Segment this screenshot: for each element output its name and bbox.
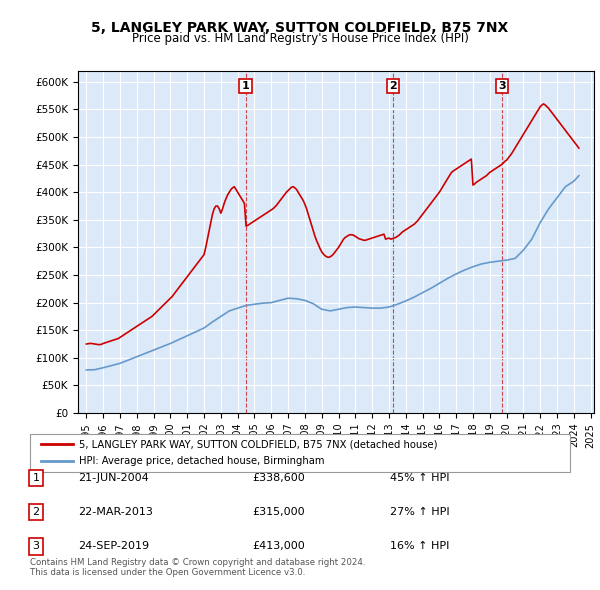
Text: 1: 1	[32, 473, 40, 483]
Text: 2: 2	[389, 81, 397, 91]
Text: 45% ↑ HPI: 45% ↑ HPI	[390, 473, 449, 483]
Text: £338,600: £338,600	[252, 473, 305, 483]
Text: HPI: Average price, detached house, Birmingham: HPI: Average price, detached house, Birm…	[79, 456, 324, 466]
Text: £315,000: £315,000	[252, 507, 305, 517]
Text: 5, LANGLEY PARK WAY, SUTTON COLDFIELD, B75 7NX: 5, LANGLEY PARK WAY, SUTTON COLDFIELD, B…	[91, 21, 509, 35]
Text: 5, LANGLEY PARK WAY, SUTTON COLDFIELD, B75 7NX (detached house): 5, LANGLEY PARK WAY, SUTTON COLDFIELD, B…	[79, 440, 437, 450]
Text: 22-MAR-2013: 22-MAR-2013	[78, 507, 153, 517]
Text: £413,000: £413,000	[252, 542, 305, 551]
Text: Contains HM Land Registry data © Crown copyright and database right 2024.
This d: Contains HM Land Registry data © Crown c…	[30, 558, 365, 577]
Text: 2: 2	[32, 507, 40, 517]
Text: 21-JUN-2004: 21-JUN-2004	[78, 473, 149, 483]
FancyBboxPatch shape	[30, 434, 570, 472]
Text: 27% ↑ HPI: 27% ↑ HPI	[390, 507, 449, 517]
Text: 16% ↑ HPI: 16% ↑ HPI	[390, 542, 449, 551]
Text: 24-SEP-2019: 24-SEP-2019	[78, 542, 149, 551]
Text: 1: 1	[242, 81, 250, 91]
Text: Price paid vs. HM Land Registry's House Price Index (HPI): Price paid vs. HM Land Registry's House …	[131, 32, 469, 45]
Text: 3: 3	[32, 542, 40, 551]
Text: 3: 3	[498, 81, 506, 91]
